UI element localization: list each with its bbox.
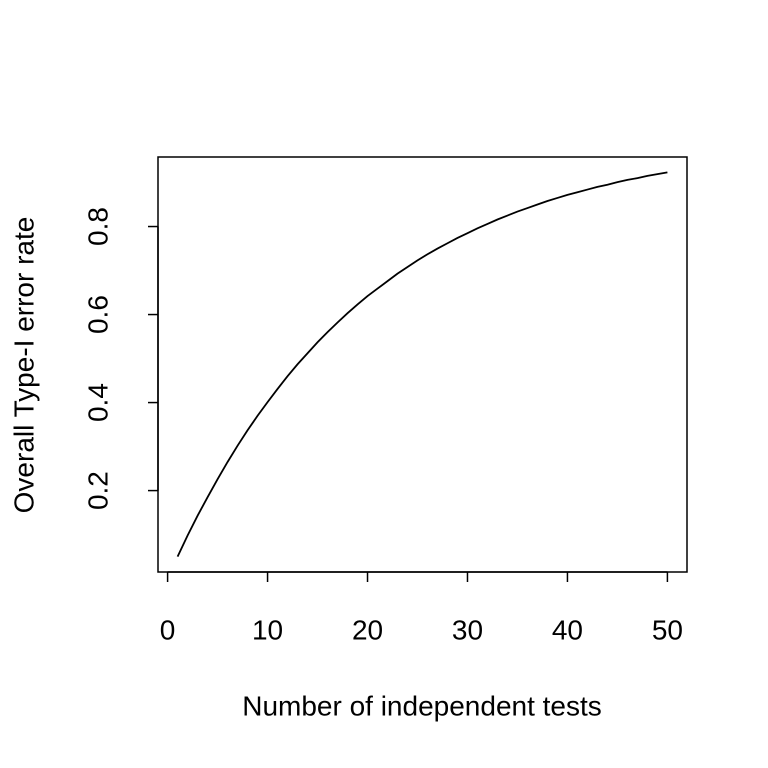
y-axis-label: Overall Type-I error rate: [8, 217, 39, 514]
y-tick-label: 0.8: [82, 207, 113, 246]
x-tick-label: 20: [352, 614, 383, 645]
y-tick-label: 0.4: [82, 383, 113, 422]
x-tick-label: 40: [552, 614, 583, 645]
x-axis-label: Number of independent tests: [242, 690, 602, 721]
plot-box: [157, 156, 688, 573]
x-tick-label: 50: [652, 614, 683, 645]
y-tick-label: 0.2: [82, 471, 113, 510]
y-tick-label: 0.6: [82, 295, 113, 334]
x-tick-label: 10: [252, 614, 283, 645]
x-tick-label: 0: [160, 614, 176, 645]
data-line: [176, 171, 668, 557]
x-tick-label: 30: [452, 614, 483, 645]
